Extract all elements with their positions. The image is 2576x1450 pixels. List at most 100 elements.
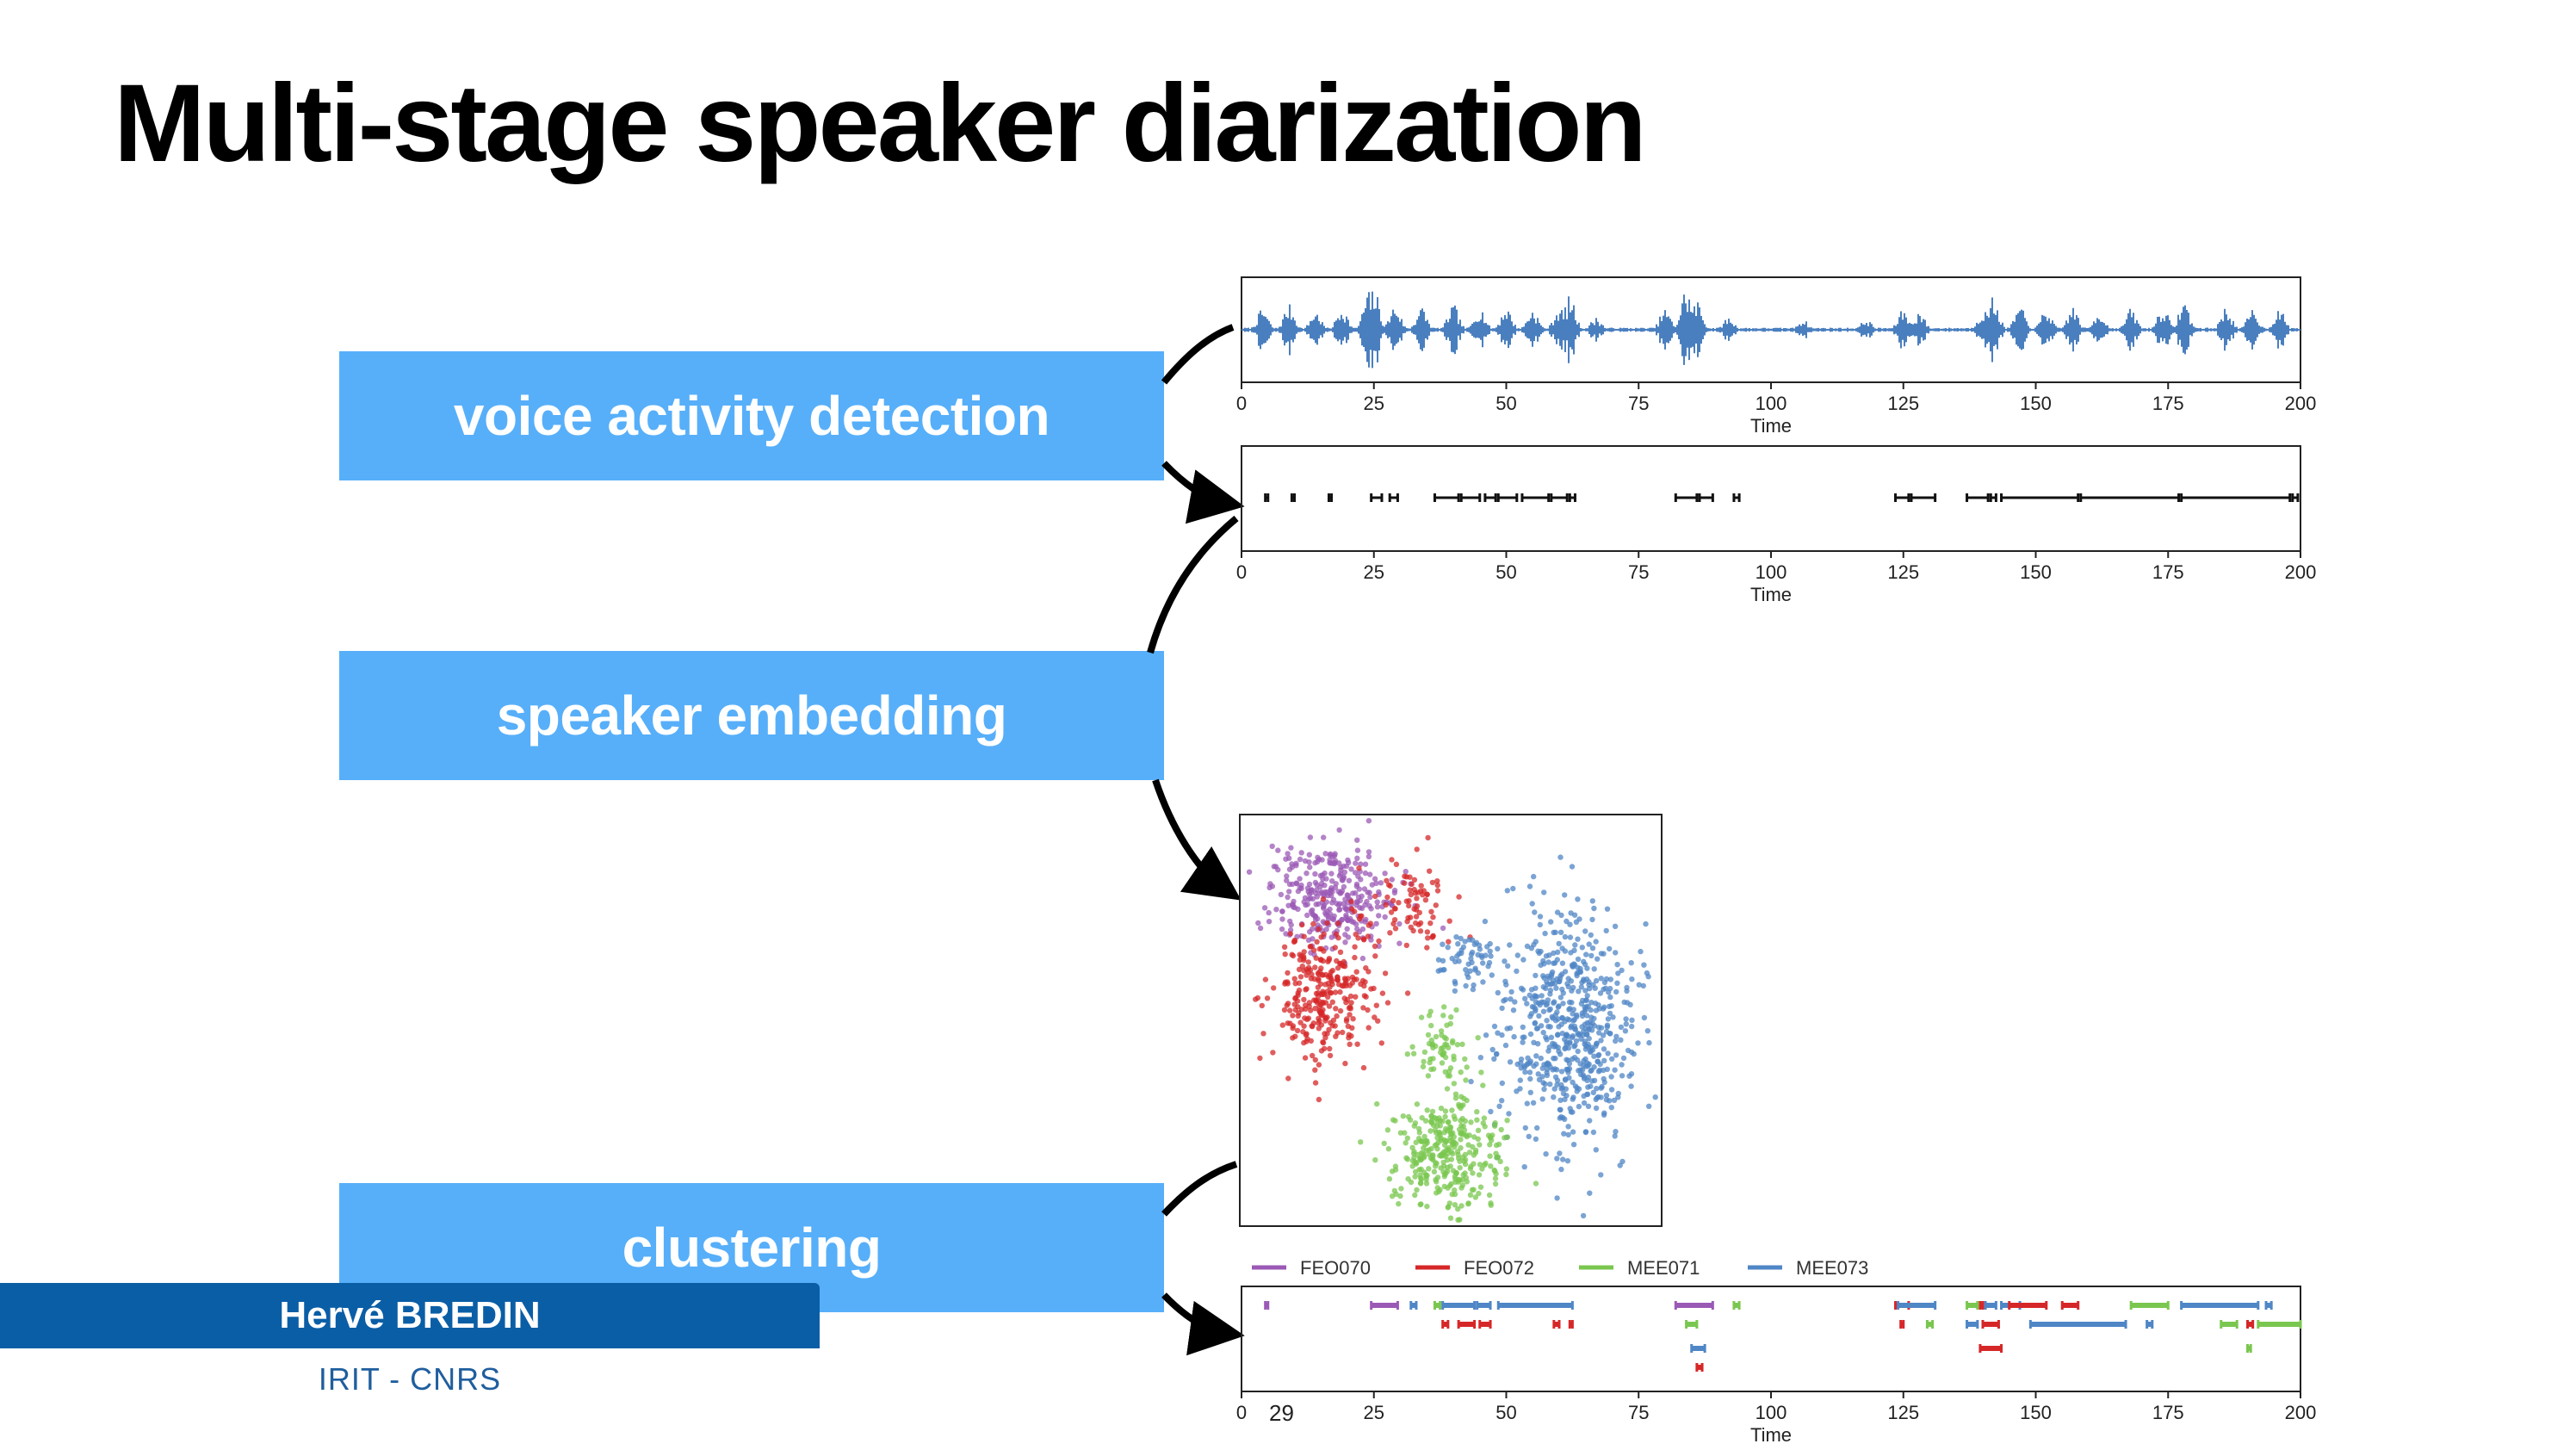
embedding-point	[1303, 871, 1310, 877]
embedding-point	[1438, 1045, 1445, 1051]
embedding-point	[1565, 1057, 1571, 1063]
embedding-point	[1360, 1005, 1366, 1011]
embedding-point	[1470, 1170, 1476, 1176]
embedding-point	[1551, 1094, 1557, 1100]
embedding-point	[1593, 1105, 1600, 1112]
embedding-point	[1605, 1050, 1611, 1057]
embedding-point	[1537, 921, 1544, 928]
embedding-point	[1477, 1184, 1484, 1190]
segments-tick-label: 50	[1495, 561, 1516, 583]
embedding-point	[1430, 1153, 1436, 1159]
embedding-point	[1320, 1039, 1327, 1046]
embedding-point	[1473, 1147, 1479, 1154]
embedding-point	[1312, 964, 1318, 970]
embedding-point	[1384, 877, 1390, 883]
embedding-point	[1285, 1075, 1291, 1081]
embedding-point	[1586, 982, 1592, 988]
embedding-point	[1459, 1182, 1466, 1188]
embedding-point	[1462, 1170, 1468, 1176]
embedding-point	[1534, 1125, 1540, 1131]
embedding-point	[1421, 1049, 1428, 1056]
embedding-point	[1596, 1030, 1602, 1036]
embedding-point	[1406, 902, 1412, 909]
embedding-point	[1557, 929, 1564, 936]
embedding-point	[1375, 1018, 1381, 1024]
embedding-point	[1464, 1064, 1470, 1070]
embedding-point	[1413, 914, 1420, 920]
embedding-point	[1273, 907, 1279, 913]
embedding-point	[1275, 847, 1281, 853]
embedding-point	[1458, 1145, 1464, 1151]
embedding-point	[1565, 1131, 1571, 1138]
segments-tick-label: 0	[1236, 561, 1247, 583]
embedding-point	[1329, 878, 1335, 884]
embedding-point	[1389, 857, 1395, 863]
embedding-point	[1558, 1021, 1564, 1027]
embedding-point	[1409, 1163, 1415, 1169]
embedding-point	[1545, 1061, 1552, 1068]
embedding-point	[1590, 1089, 1597, 1096]
embedding-point	[1328, 887, 1334, 894]
embedding-point	[1286, 881, 1293, 888]
embedding-point	[1398, 1186, 1404, 1192]
embedding-point	[1593, 1007, 1600, 1013]
embedding-point	[1307, 929, 1313, 935]
embedding-point	[1418, 883, 1424, 889]
embedding-point	[1345, 976, 1351, 982]
embedding-point	[1591, 905, 1597, 912]
embedding-point	[1434, 1179, 1440, 1185]
embedding-point	[1301, 949, 1307, 955]
embedding-point	[1392, 926, 1399, 932]
embedding-point	[1540, 1080, 1546, 1086]
embedding-point	[1582, 997, 1589, 1004]
embedding-point	[1301, 1023, 1307, 1029]
embedding-point	[1499, 1032, 1505, 1038]
embedding-point	[1558, 1069, 1565, 1075]
embedding-point	[1510, 1007, 1517, 1013]
embedding-point	[1613, 988, 1619, 995]
embedding-point	[1514, 1061, 1520, 1068]
embedding-point	[1310, 920, 1316, 927]
embedding-point	[1566, 1017, 1572, 1023]
embedding-point	[1532, 1020, 1538, 1026]
embedding-point	[1574, 972, 1580, 979]
embedding-point	[1384, 1127, 1391, 1133]
arrow-group	[1147, 324, 1245, 1356]
embedding-point	[1387, 883, 1393, 889]
embedding-point	[1436, 1188, 1442, 1195]
embedding-point	[1492, 1175, 1499, 1181]
embedding-point	[1317, 884, 1323, 890]
embedding-point	[1353, 994, 1359, 1000]
embedding-point	[1570, 984, 1576, 991]
embedding-point	[1373, 920, 1379, 927]
embedding-point	[1341, 901, 1347, 907]
embedding-point	[1471, 1134, 1477, 1140]
embedding-point	[1447, 1065, 1454, 1071]
embedding-point	[1555, 1016, 1561, 1022]
embedding-point	[1348, 1000, 1354, 1006]
embedding-point	[1495, 1030, 1501, 1036]
embedding-point	[1424, 1203, 1430, 1210]
embedding-point	[1554, 1009, 1560, 1015]
embedding-point	[1392, 1167, 1399, 1173]
curved-arrow-icon	[1161, 1161, 1238, 1217]
embedding-point	[1358, 1139, 1364, 1145]
embedding-point	[1310, 895, 1316, 902]
embedding-point	[1382, 871, 1388, 877]
embedding-point	[1425, 1073, 1432, 1079]
embedding-point	[1544, 1018, 1550, 1024]
embedding-point	[1590, 1129, 1597, 1136]
embedding-point	[1645, 974, 1651, 980]
embedding-point	[1433, 902, 1440, 908]
embedding-point	[1303, 1031, 1310, 1037]
embedding-point	[1547, 1081, 1553, 1088]
embedding-point	[1335, 935, 1341, 941]
embedding-point	[1560, 1001, 1566, 1007]
embedding-point	[1477, 946, 1483, 952]
embedding-point	[1409, 1044, 1415, 1050]
curved-arrow-icon	[1152, 778, 1242, 901]
embedding-point	[1593, 1147, 1600, 1153]
embedding-point	[1582, 1129, 1589, 1136]
embedding-point	[1440, 925, 1446, 932]
embedding-point	[1320, 896, 1327, 902]
